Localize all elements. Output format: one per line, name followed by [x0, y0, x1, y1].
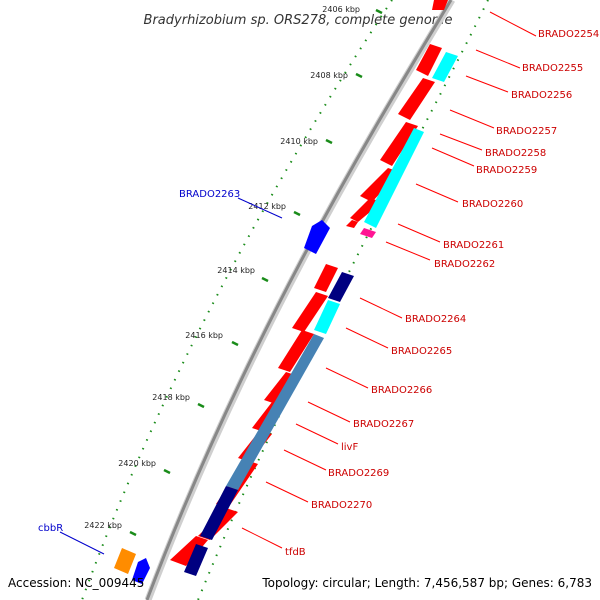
label-brado2263[interactable]: BRADO2263	[179, 189, 240, 200]
tick-mark-2420	[163, 468, 171, 475]
right-gene-labels: BRADO2254 BRADO2255 BRADO2256 BRADO2257 …	[241, 11, 599, 558]
label-brado2258[interactable]: BRADO2258	[485, 148, 546, 159]
tick-label-2416: 2416 kbp	[185, 331, 223, 340]
gene-brado2262[interactable]	[346, 220, 358, 228]
gene-red-bottom[interactable]	[170, 536, 208, 566]
label-brado2256[interactable]: BRADO2256	[511, 90, 572, 101]
tick-mark-2414	[261, 276, 269, 283]
tick-mark-2418	[197, 402, 205, 409]
gene-brado2266[interactable]	[278, 330, 314, 372]
feature-steel-2266-2270[interactable]	[226, 334, 324, 490]
label-brado2265[interactable]: BRADO2265	[391, 346, 452, 357]
feature-cyan-2257-2260[interactable]	[364, 128, 424, 228]
genome-backbone	[144, 0, 456, 600]
tick-label-2420: 2420 kbp	[118, 459, 156, 468]
gene-brado2255[interactable]	[416, 44, 442, 76]
label-tfdb[interactable]: tfdB	[285, 547, 306, 558]
label-brado2254[interactable]: BRADO2254	[538, 29, 599, 40]
gene-brado2257[interactable]	[380, 122, 418, 166]
feature-navy-bottom[interactable]	[184, 544, 208, 576]
tick-mark-2422	[129, 530, 137, 537]
gene-brado2264[interactable]	[314, 264, 338, 292]
feature-magenta-2261[interactable]	[360, 228, 376, 238]
label-livf[interactable]: livF	[341, 442, 358, 453]
tick-label-2408: 2408 kbp	[310, 71, 348, 80]
kbp-tick-labels: 2406 kbp 2408 kbp 2410 kbp 2412 kbp 2414 kbp…	[84, 5, 360, 530]
feature-cyan-2265[interactable]	[314, 300, 340, 334]
tick-label-2412: 2412 kbp	[248, 202, 286, 211]
tick-mark-2406	[375, 8, 383, 15]
tick-label-2410: 2410 kbp	[280, 137, 318, 146]
tick-mark-2416	[231, 340, 239, 347]
gene-brado2263[interactable]	[304, 220, 330, 254]
label-cbbr[interactable]: cbbR	[38, 523, 63, 534]
label-brado2266[interactable]: BRADO2266	[371, 385, 432, 396]
tick-mark-2410	[325, 138, 333, 145]
label-brado2260[interactable]: BRADO2260	[462, 199, 523, 210]
feature-navy-2264[interactable]	[328, 272, 354, 302]
gene-brado2265[interactable]	[292, 292, 328, 332]
feature-cyan-2255[interactable]	[432, 52, 458, 82]
tick-label-2418: 2418 kbp	[152, 393, 190, 402]
tick-label-2422: 2422 kbp	[84, 521, 122, 530]
forward-gene-track	[170, 0, 448, 566]
label-brado2257[interactable]: BRADO2257	[496, 126, 557, 137]
genome-summary-text: Topology: circular; Length: 7,456,587 bp…	[261, 576, 592, 590]
label-brado2264[interactable]: BRADO2264	[405, 314, 466, 325]
tick-mark-2408	[355, 72, 363, 79]
reverse-gene-track	[114, 220, 330, 584]
label-brado2270[interactable]: BRADO2270	[311, 500, 372, 511]
tick-label-2414: 2414 kbp	[217, 266, 255, 275]
map-title: Bradyrhizobium sp. ORS278, complete geno…	[144, 13, 453, 28]
tick-mark-2412	[293, 210, 301, 217]
label-brado2259[interactable]: BRADO2259	[476, 165, 537, 176]
gene-brado2254[interactable]	[432, 0, 448, 10]
label-brado2267[interactable]: BRADO2267	[353, 419, 414, 430]
left-gene-labels: BRADO2263 cbbR	[38, 189, 283, 555]
label-brado2269[interactable]: BRADO2269	[328, 468, 389, 479]
gene-brado2256[interactable]	[398, 78, 435, 120]
feature-navy-2270[interactable]	[200, 486, 238, 540]
gene-cbbr[interactable]	[114, 548, 136, 574]
label-brado2262[interactable]: BRADO2262	[434, 259, 495, 270]
accession-text: Accession: NC_009445	[8, 576, 144, 590]
gene-blue-bottom[interactable]	[132, 558, 150, 584]
label-brado2255[interactable]: BRADO2255	[522, 63, 583, 74]
label-brado2261[interactable]: BRADO2261	[443, 240, 504, 251]
tick-label-2406: 2406 kbp	[322, 5, 360, 14]
kbp-tick-marks	[129, 8, 383, 537]
feature-track	[184, 52, 458, 576]
